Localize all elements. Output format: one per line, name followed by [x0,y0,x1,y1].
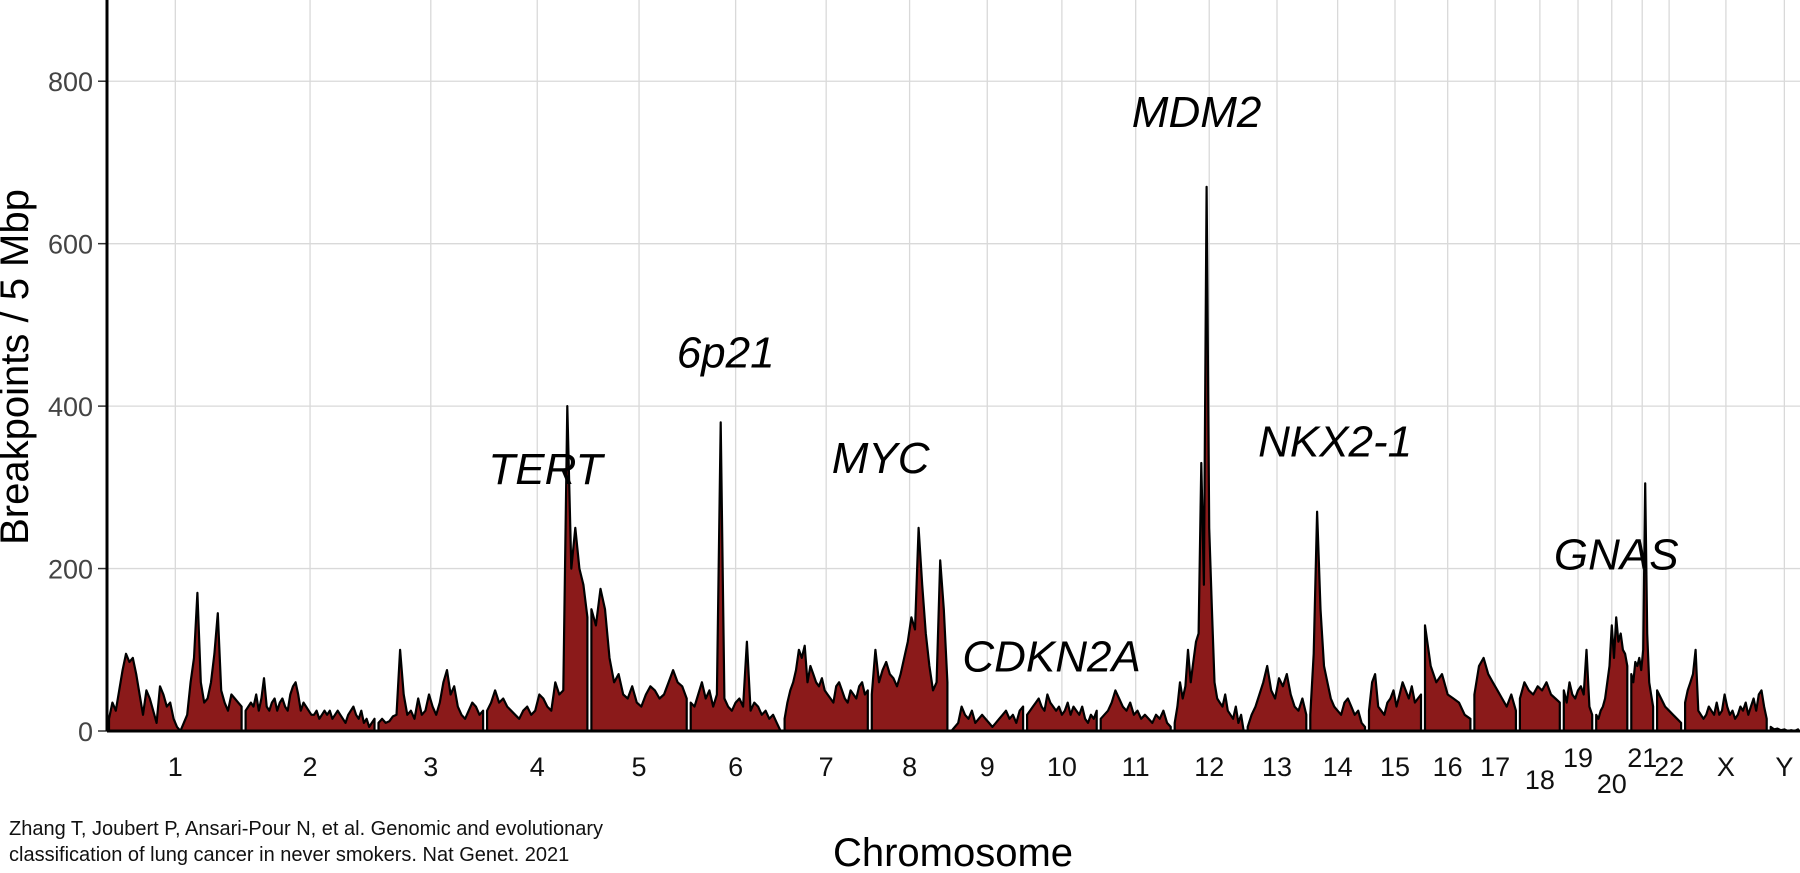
area-chr-7 [783,644,869,733]
axes [98,0,1800,733]
area-chr-20 [1595,616,1629,733]
gene-label-cdkn2a: CDKN2A [962,633,1141,682]
citation-line-2: classification of lung cancer in never s… [9,844,570,866]
chromosome-label-18: 18 [1525,765,1555,795]
chromosome-label-x: X [1717,752,1735,782]
y-tick-labels: 0 200 400 600 800 [48,67,93,747]
chromosome-label-3: 3 [423,752,438,782]
area-chr-17 [1473,656,1518,733]
gene-label-gnas: GNAS [1554,530,1679,579]
area-chr-x [1683,648,1768,733]
chromosome-label-6: 6 [728,752,743,782]
gene-label-tert: TERT [488,445,605,494]
y-tick-label: 400 [48,392,93,422]
area-chr-8 [870,526,949,733]
area-chr-9 [950,705,1025,733]
grid-lines [107,0,1800,732]
gene-label-myc: MYC [832,434,931,483]
y-tick-label: 600 [48,230,93,260]
area-chr-6 [689,421,782,733]
area-chr-16 [1423,624,1472,733]
chromosome-label-15: 15 [1380,752,1410,782]
area-chr-21 [1630,482,1655,733]
chromosome-label-y: Y [1775,752,1793,782]
chromosome-label-17: 17 [1480,752,1510,782]
chromosome-label-13: 13 [1262,752,1292,782]
chromosome-label-10: 10 [1047,752,1077,782]
area-chr-5 [590,587,688,733]
gene-label-6p21: 6p21 [677,328,775,377]
y-tick-label: 800 [48,67,93,97]
chromosome-label-9: 9 [980,752,995,782]
chromosome-label-12: 12 [1194,752,1224,782]
area-chr-2 [244,677,376,733]
chromosome-label-1: 1 [168,752,183,782]
citation: Zhang T, Joubert P, Ansari-Pour N, et al… [9,816,769,868]
gene-annotations: TERT 6p21 MYC CDKN2A MDM2 NKX2-1 GNAS [488,88,1678,682]
area-chr-13 [1246,664,1308,733]
chromosome-label-7: 7 [819,752,834,782]
chromosome-label-20: 20 [1597,769,1627,799]
gene-label-nkx2-1: NKX2-1 [1258,418,1412,467]
area-chr-4 [486,405,589,733]
x-axis-title: Chromosome [833,831,1073,873]
y-tick-label: 0 [78,717,93,747]
area-chr-18 [1518,681,1561,733]
gene-label-mdm2: MDM2 [1132,88,1262,137]
chromosome-label-2: 2 [303,752,318,782]
area-chr-14 [1309,510,1367,733]
area-chr-19 [1562,648,1594,733]
y-axis-title: Breakpoints / 5 Mbp [0,189,37,545]
chromosome-label-19: 19 [1563,743,1593,773]
area-chr-12 [1173,185,1245,733]
breakpoint-area-series [107,185,1800,733]
area-chr-3 [377,648,485,733]
chromosome-label-21: 21 [1627,743,1657,773]
chromosome-label-16: 16 [1433,752,1463,782]
area-chr-22 [1655,689,1683,733]
area-chr-11 [1099,689,1172,733]
chromosome-label-5: 5 [632,752,647,782]
citation-line-1: Zhang T, Joubert P, Ansari-Pour N, et al… [9,818,604,840]
y-tick-label: 200 [48,555,93,585]
chromosome-label-14: 14 [1323,752,1353,782]
chromosome-label-22: 22 [1654,752,1684,782]
area-chr-15 [1367,672,1423,733]
chromosome-label-4: 4 [530,752,545,782]
area-chr-1 [107,591,243,733]
area-chr-10 [1025,693,1098,733]
chromosome-label-8: 8 [902,752,917,782]
chromosome-label-11: 11 [1122,752,1150,782]
